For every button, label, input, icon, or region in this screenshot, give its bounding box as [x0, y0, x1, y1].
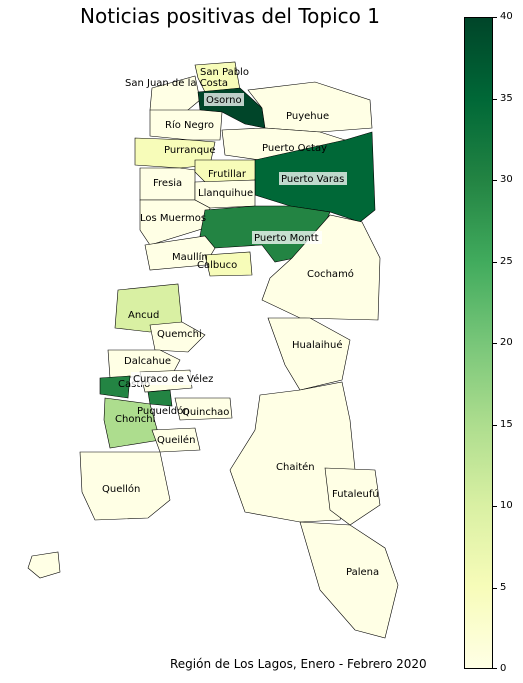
- colorbar-ticks: 0 5 10 15 20 25 30 35 40: [493, 12, 523, 674]
- label-quinchao: Quinchao: [182, 407, 229, 418]
- colorbar-tick: [493, 424, 497, 426]
- region-puqueldon: [147, 389, 173, 407]
- label-puqueldon: Puqueldón: [137, 405, 190, 417]
- region-quinchao: [174, 397, 233, 421]
- label-fresia: Fresia: [153, 178, 182, 189]
- label-puyehue: Puyehue: [286, 111, 329, 122]
- region-quemchi: [149, 321, 206, 353]
- region-chaiten: [229, 381, 356, 523]
- label-rio-negro: Río Negro: [165, 119, 214, 131]
- label-los-muermos: Los Muermos: [140, 213, 206, 224]
- map-footer: Región de Los Lagos, Enero - Febrero 202…: [170, 657, 427, 671]
- colorbar-tick-label: 15: [500, 418, 513, 430]
- colorbar-tick: [493, 506, 497, 507]
- label-dalcahue: Dalcahue: [124, 356, 171, 367]
- label-puerto-octay: Puerto Octay: [262, 143, 327, 154]
- label-futaleufu: Futaleufú: [332, 488, 379, 500]
- label-puerto-varas: Puerto Varas: [281, 174, 344, 185]
- region-calbuco: [204, 251, 253, 277]
- region-palena: [299, 521, 399, 639]
- colorbar-tick: [493, 180, 497, 181]
- label-chonchi: Chonchi: [115, 414, 155, 425]
- region-rio-negro: [149, 109, 223, 141]
- region-chonchi: [103, 397, 161, 449]
- label-ancud: Ancud: [128, 310, 159, 321]
- label-calbuco: Calbuco: [197, 260, 237, 271]
- region-hualaihue: [267, 317, 351, 391]
- colorbar-tick-label: 35: [500, 92, 513, 104]
- map-title: Noticias positivas del Topico 1: [80, 4, 380, 28]
- label-quemchi: Quemchi: [157, 329, 202, 340]
- colorbar-tick: [493, 98, 497, 100]
- label-chaiten: Chaitén: [276, 461, 315, 473]
- label-cochamo: Cochamó: [307, 268, 354, 280]
- colorbar-tick: [493, 17, 497, 18]
- colorbar-tick-label: 25: [500, 255, 513, 267]
- label-quellon: Quellón: [102, 483, 140, 495]
- region-isla-sur: [27, 551, 61, 579]
- label-purranque: Purranque: [164, 145, 216, 156]
- region-futaleufu: [324, 467, 381, 526]
- colorbar-tick: [493, 668, 497, 669]
- colorbar-tick-label: 5: [500, 581, 507, 593]
- label-llanquihue: Llanquihue: [198, 188, 253, 199]
- colorbar: [464, 17, 493, 669]
- label-osorno: Osorno: [206, 95, 242, 106]
- colorbar-tick-label: 40: [500, 11, 513, 22]
- region-castro: [99, 375, 131, 399]
- colorbar-tick-label: 30: [500, 174, 513, 185]
- label-san-juan-de-la-costa: San Juan de la Costa: [125, 78, 228, 89]
- region-quellon: [79, 451, 171, 521]
- label-puerto-montt: Puerto Montt: [254, 233, 319, 244]
- label-queilen: Queilén: [157, 434, 195, 446]
- label-san-pablo: San Pablo: [200, 67, 249, 78]
- label-palena: Palena: [346, 567, 379, 578]
- region-queilen: [151, 427, 201, 453]
- colorbar-tick: [493, 261, 497, 263]
- colorbar-tick: [493, 343, 497, 344]
- colorbar-tick-label: 20: [500, 337, 513, 348]
- colorbar-tick-label: 10: [500, 500, 513, 511]
- label-frutillar: Frutillar: [208, 169, 247, 180]
- label-curaco-de-velez: Curaco de Vélez: [133, 373, 213, 385]
- colorbar-tick: [493, 587, 497, 589]
- label-hualaihue: Hualaihué: [292, 339, 343, 351]
- region-puyehue: [247, 81, 373, 133]
- label-maullin: Maullín: [172, 251, 208, 263]
- region-cochamo: [261, 214, 381, 321]
- choropleth-map: San Pablo San Juan de la Costa Osorno Pu…: [27, 61, 399, 639]
- region-llanquihue: [194, 179, 256, 209]
- colorbar-tick-label: 0: [500, 663, 507, 674]
